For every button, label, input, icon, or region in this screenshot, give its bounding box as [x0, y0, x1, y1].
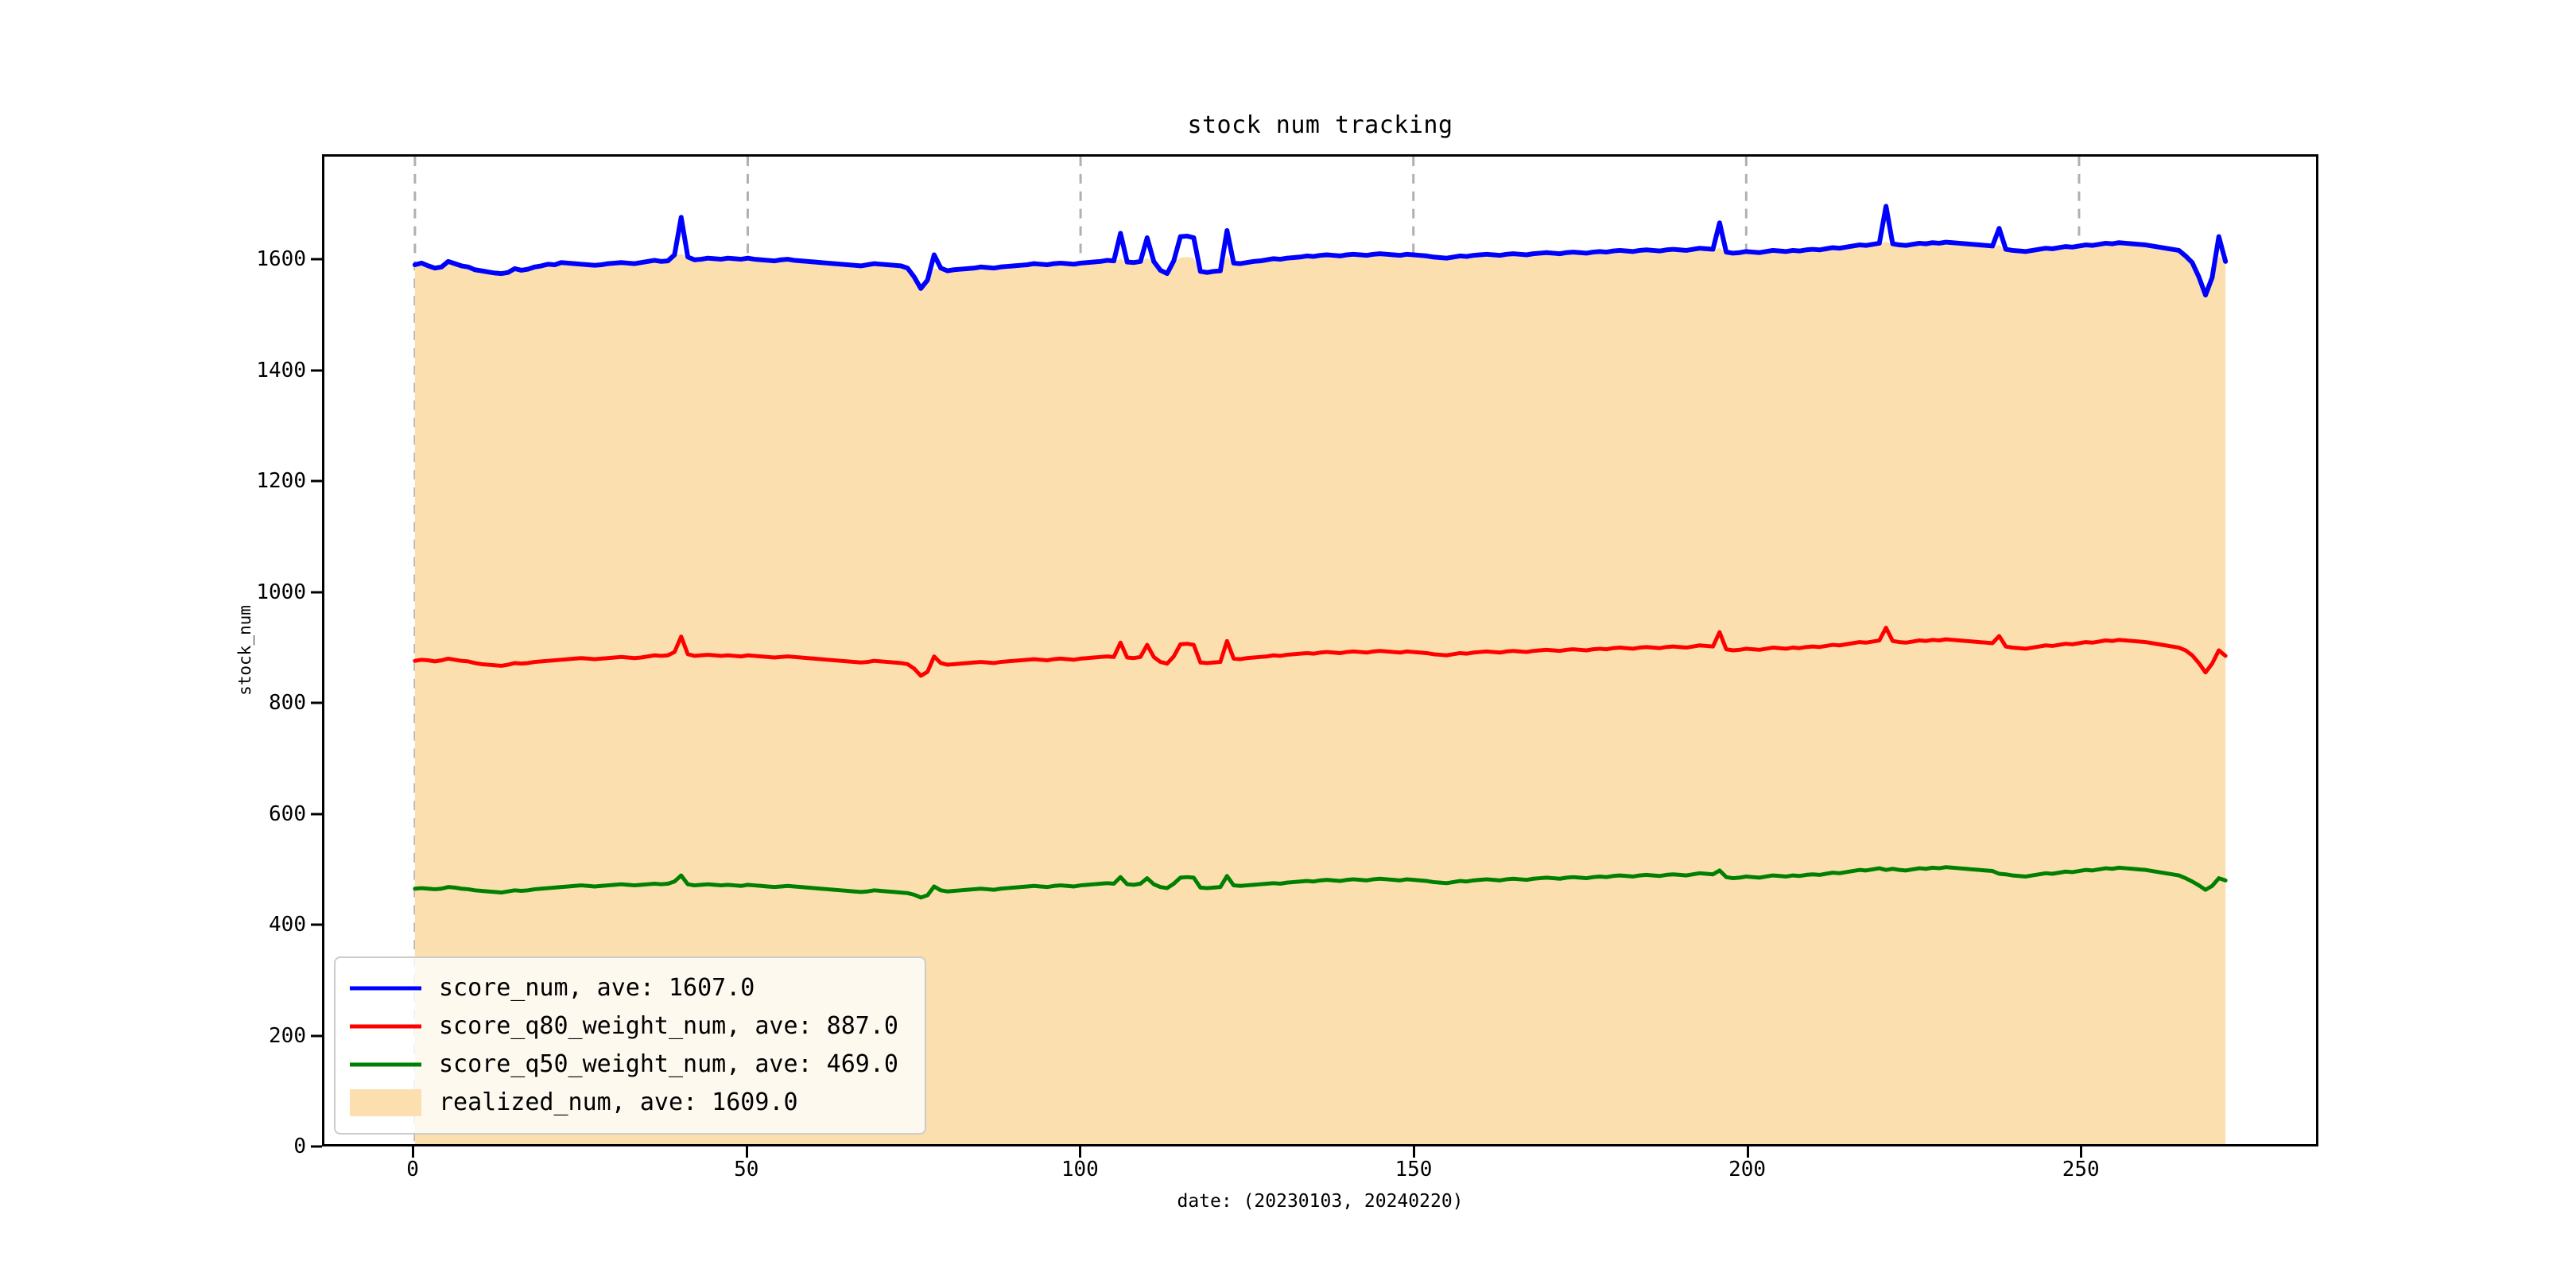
x-tick-mark — [1746, 1146, 1749, 1158]
legend-item-label: realized_num, ave: 1609.0 — [439, 1088, 798, 1116]
x-tick-mark — [2080, 1146, 2083, 1158]
y-tick-label: 800 — [269, 691, 306, 716]
chart-title: stock num tracking — [1187, 111, 1453, 139]
x-tick-label: 100 — [1061, 1158, 1099, 1181]
y-tick-mark — [311, 701, 322, 704]
swatch-fill — [350, 1089, 421, 1116]
x-tick-mark — [745, 1146, 748, 1158]
plot-canvas — [412, 157, 2229, 1144]
y-tick-mark — [311, 813, 322, 816]
y-tick-mark — [311, 1034, 322, 1038]
x-tick-label: 200 — [1728, 1158, 1767, 1181]
area-realized-num — [414, 241, 2226, 1144]
legend-item[interactable]: score_q50_weight_num, ave: 469.0 — [347, 1046, 910, 1084]
y-tick-label: 0 — [293, 1135, 306, 1158]
y-tick-label: 1000 — [256, 580, 306, 604]
y-axis-label: stock_num — [235, 605, 254, 696]
legend-item[interactable]: realized_num, ave: 1609.0 — [347, 1084, 910, 1122]
line-score-num — [412, 204, 2229, 298]
x-tick-label: 50 — [734, 1158, 759, 1181]
line-score-q50-weight-num — [413, 865, 2228, 900]
line-score-q80-weight-num — [413, 626, 2228, 678]
x-axis-label: date: (20230103, 20240220) — [1177, 1191, 1464, 1212]
legend-item[interactable]: score_q80_weight_num, ave: 887.0 — [347, 1007, 910, 1046]
y-tick-mark — [311, 1145, 322, 1148]
legend-item-label: score_q80_weight_num, ave: 887.0 — [439, 1012, 898, 1040]
x-tick-label: 250 — [2062, 1158, 2100, 1181]
swatch-fill — [350, 1062, 421, 1067]
y-tick-label: 1400 — [256, 358, 306, 382]
chart-legend[interactable]: score_num, ave: 1607.0 score_q80_weight_n… — [334, 956, 926, 1135]
x-tick-mark — [1412, 1146, 1415, 1158]
legend-line-swatch — [347, 978, 425, 999]
x-tick-mark — [1079, 1146, 1082, 1158]
y-tick-mark — [311, 591, 322, 594]
y-tick-mark — [311, 923, 322, 926]
swatch-fill — [350, 986, 421, 991]
legend-line-swatch — [347, 1016, 425, 1037]
x-tick-label: 0 — [406, 1158, 419, 1181]
y-tick-label: 200 — [269, 1023, 306, 1048]
legend-item[interactable]: score_num, ave: 1607.0 — [347, 969, 910, 1007]
legend-patch-swatch — [347, 1089, 425, 1116]
y-tick-label: 1200 — [256, 469, 306, 494]
y-tick-mark — [311, 369, 322, 372]
y-tick-mark — [311, 479, 322, 483]
swatch-fill — [350, 1024, 421, 1029]
y-tick-label: 600 — [269, 801, 306, 826]
y-tick-mark — [311, 258, 322, 261]
legend-item-label: score_q50_weight_num, ave: 469.0 — [439, 1050, 898, 1078]
x-tick-mark — [412, 1146, 415, 1158]
x-tick-label: 150 — [1395, 1158, 1433, 1181]
y-tick-label: 400 — [269, 913, 306, 937]
legend-item-label: score_num, ave: 1607.0 — [439, 974, 755, 1002]
legend-line-swatch — [347, 1054, 425, 1075]
y-tick-label: 1600 — [256, 247, 306, 272]
